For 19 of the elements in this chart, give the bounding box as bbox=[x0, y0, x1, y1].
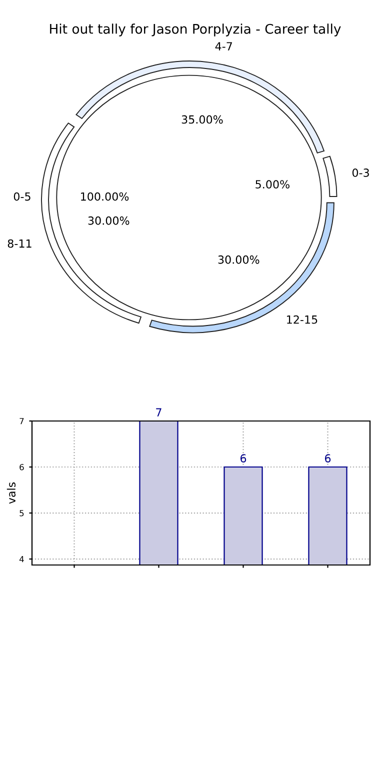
y-tick-label: 6 bbox=[20, 464, 24, 470]
slice-label: 8-11 bbox=[8, 239, 32, 248]
y-tick-label: 7 bbox=[20, 418, 24, 424]
data-label: 30.00% bbox=[88, 216, 130, 225]
y-tick-label: 5 bbox=[20, 510, 24, 516]
slice-label: 0-3 bbox=[352, 168, 369, 177]
y-axis-title: vals bbox=[6, 482, 16, 504]
data-label: 30.00% bbox=[218, 255, 260, 264]
y-tick-label: 4 bbox=[19, 556, 24, 562]
chart-title: Hit out tally for Jason Porplyzia - Career tally bbox=[50, 24, 341, 36]
data-label: 5.00% bbox=[256, 180, 290, 189]
slice-label: 0-5 bbox=[14, 192, 30, 201]
slice-label: 12-15 bbox=[287, 315, 318, 324]
data-label: 7 bbox=[156, 408, 162, 416]
slice-label: 4-7 bbox=[215, 42, 232, 50]
data-label: 35.00% bbox=[182, 115, 223, 124]
data-label: 100.00% bbox=[81, 192, 129, 201]
data-label: 6 bbox=[324, 454, 331, 463]
data-label: 6 bbox=[240, 454, 246, 463]
